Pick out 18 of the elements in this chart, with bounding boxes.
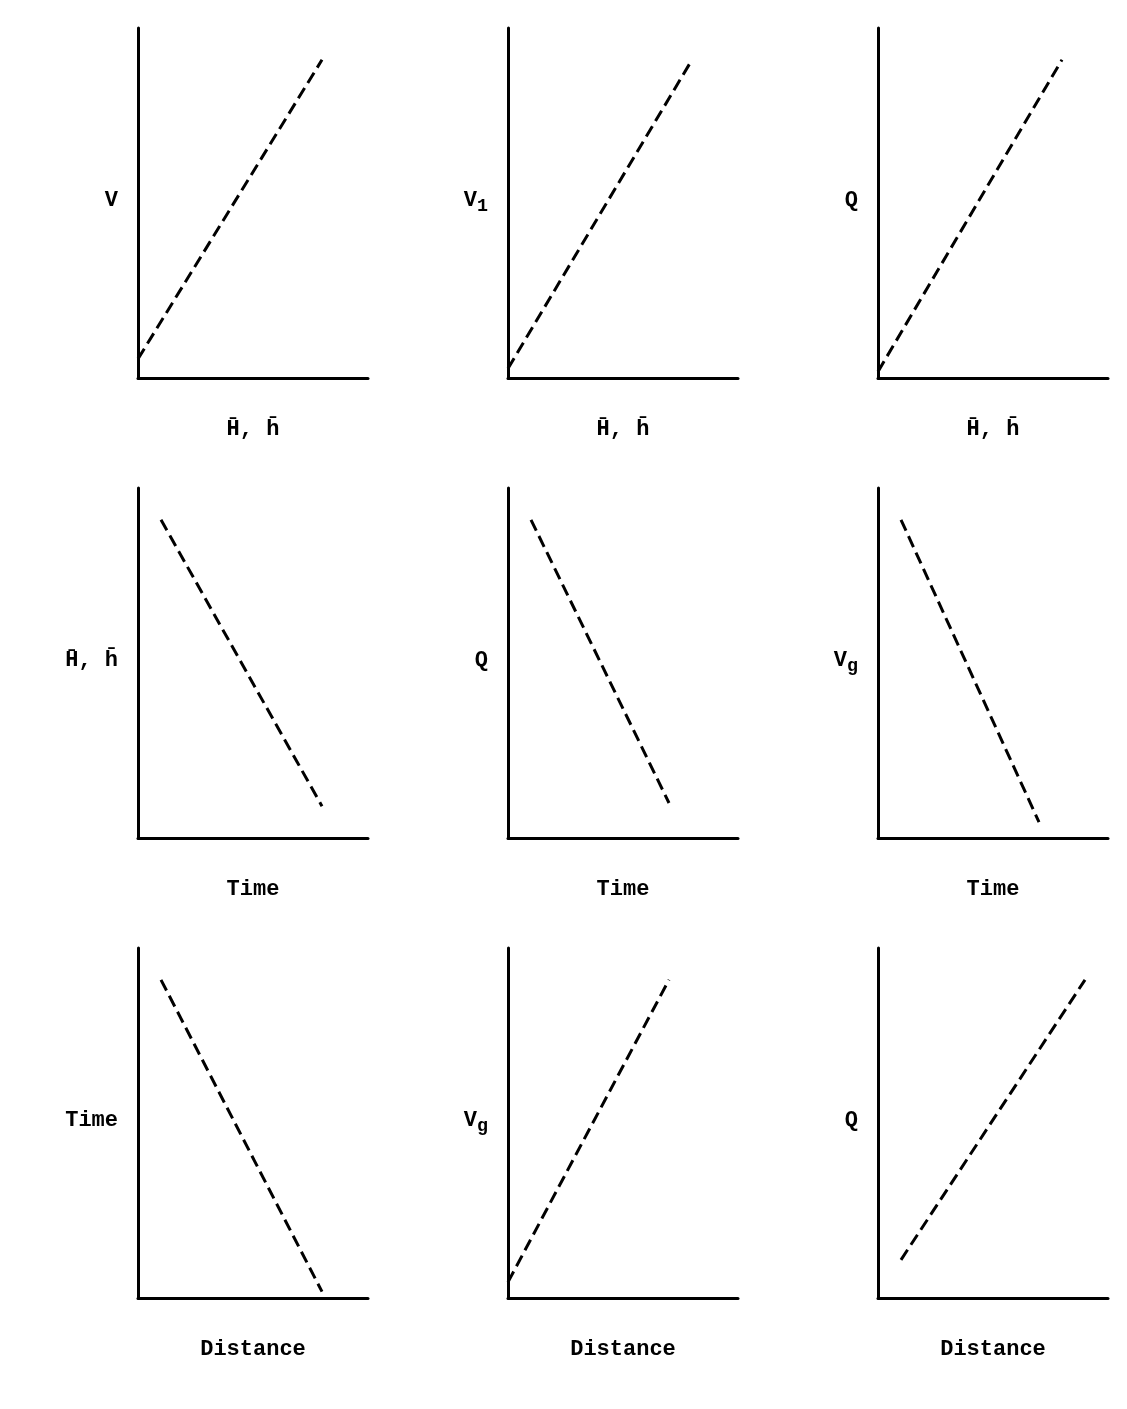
x-axis-title: H̄, h̄	[966, 415, 1020, 442]
y-axis-title: Q	[474, 648, 488, 673]
y-axis-title: H̄, h̄	[65, 648, 118, 673]
y-axis-title: V	[104, 188, 118, 213]
x-axis-title: H̄, h̄	[226, 415, 280, 442]
x-axis-title: Distance	[940, 1336, 1046, 1362]
y-axis-title: V$_{g}$	[833, 648, 858, 678]
x-axis-title: Distance	[570, 1336, 676, 1362]
x-axis-title: H̄, h̄	[596, 415, 650, 442]
x-axis-title: Time	[226, 876, 280, 902]
y-axis-title: Q	[844, 188, 858, 213]
y-axis-title: V$_{1}$	[463, 188, 488, 218]
x-axis-title: Distance	[200, 1336, 306, 1362]
y-axis-title: Q	[844, 1108, 858, 1133]
y-axis-title: Time	[65, 1108, 118, 1133]
x-axis-title: Time	[596, 876, 650, 902]
y-axis-title: V$_{g}$	[463, 1108, 488, 1138]
x-axis-title: Time	[966, 876, 1020, 902]
